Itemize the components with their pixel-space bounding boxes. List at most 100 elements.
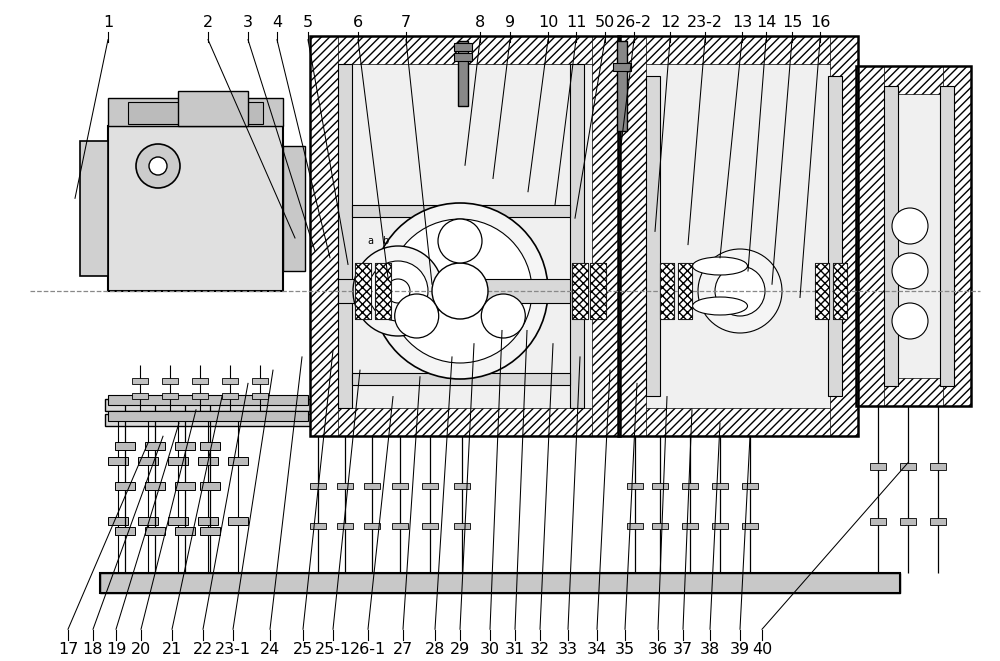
Bar <box>856 378 971 406</box>
Bar <box>392 483 408 489</box>
Bar <box>856 66 971 406</box>
Bar <box>617 41 627 131</box>
Ellipse shape <box>692 297 748 315</box>
Bar <box>454 43 472 51</box>
Bar <box>100 573 900 593</box>
Text: 50: 50 <box>595 15 615 30</box>
Bar <box>422 523 438 529</box>
Text: a: a <box>367 236 373 246</box>
Bar <box>618 408 858 436</box>
Bar <box>283 146 305 271</box>
Bar <box>175 442 195 450</box>
Bar <box>828 76 842 396</box>
Text: 6: 6 <box>353 15 363 30</box>
Bar <box>712 523 728 529</box>
Bar <box>132 393 148 399</box>
Bar <box>198 457 218 465</box>
Bar <box>80 141 108 276</box>
Circle shape <box>149 157 167 175</box>
Bar <box>355 263 371 319</box>
Bar <box>930 518 946 525</box>
Bar <box>458 41 468 106</box>
Text: 8: 8 <box>475 15 485 30</box>
Bar <box>613 63 631 71</box>
Text: 27: 27 <box>393 642 413 658</box>
Text: 25: 25 <box>293 642 313 658</box>
Bar <box>105 399 320 411</box>
Text: 17: 17 <box>58 642 78 658</box>
Bar <box>115 527 135 535</box>
Circle shape <box>481 294 525 338</box>
Bar <box>627 483 643 489</box>
Circle shape <box>892 208 928 244</box>
Bar <box>200 482 220 490</box>
Bar <box>943 66 971 406</box>
Text: 9: 9 <box>505 15 515 30</box>
Bar <box>454 523 470 529</box>
Text: 25-1: 25-1 <box>315 642 351 658</box>
Text: 33: 33 <box>558 642 578 658</box>
Circle shape <box>395 294 439 338</box>
Bar <box>833 263 847 319</box>
Bar <box>940 86 954 386</box>
Bar <box>100 573 900 593</box>
Text: 5: 5 <box>303 15 313 30</box>
Bar <box>162 393 178 399</box>
Text: 15: 15 <box>782 15 802 30</box>
Text: 38: 38 <box>700 642 720 658</box>
Bar <box>338 279 570 303</box>
Circle shape <box>372 203 548 379</box>
Text: 28: 28 <box>425 642 445 658</box>
Bar <box>175 482 195 490</box>
Bar <box>742 523 758 529</box>
Bar <box>145 527 165 535</box>
Text: 39: 39 <box>730 642 750 658</box>
Bar <box>572 263 588 319</box>
Text: 22: 22 <box>193 642 213 658</box>
Bar <box>337 523 353 529</box>
Bar <box>646 76 660 396</box>
Text: 31: 31 <box>505 642 525 658</box>
Bar <box>132 378 148 384</box>
Text: 32: 32 <box>530 642 550 658</box>
Bar <box>352 205 570 217</box>
Text: 18: 18 <box>83 642 103 658</box>
Bar <box>618 36 858 436</box>
Bar <box>228 517 248 525</box>
Bar <box>618 36 858 436</box>
Bar <box>310 523 326 529</box>
Bar <box>168 517 188 525</box>
Bar <box>678 263 692 319</box>
Circle shape <box>368 261 428 321</box>
Bar <box>375 263 391 319</box>
Bar <box>337 483 353 489</box>
Bar <box>364 523 380 529</box>
Bar <box>222 393 238 399</box>
Bar <box>108 126 283 291</box>
Bar <box>175 527 195 535</box>
Bar <box>870 518 886 525</box>
Bar <box>145 442 165 450</box>
Bar <box>652 483 668 489</box>
Bar <box>252 378 268 384</box>
Bar <box>884 86 898 386</box>
Bar <box>618 36 858 64</box>
Text: 23-2: 23-2 <box>687 15 723 30</box>
Bar <box>252 393 268 399</box>
Text: 14: 14 <box>756 15 776 30</box>
Bar <box>138 517 158 525</box>
Bar <box>228 457 248 465</box>
Text: 37: 37 <box>673 642 693 658</box>
Bar <box>856 66 971 94</box>
Bar <box>660 263 674 319</box>
Text: 26-1: 26-1 <box>350 642 386 658</box>
Bar <box>178 91 248 126</box>
Bar <box>856 66 884 406</box>
Text: 35: 35 <box>615 642 635 658</box>
Circle shape <box>432 263 488 319</box>
Bar <box>145 482 165 490</box>
Bar <box>162 378 178 384</box>
Circle shape <box>136 144 180 188</box>
Bar <box>590 263 606 319</box>
Bar <box>108 457 128 465</box>
